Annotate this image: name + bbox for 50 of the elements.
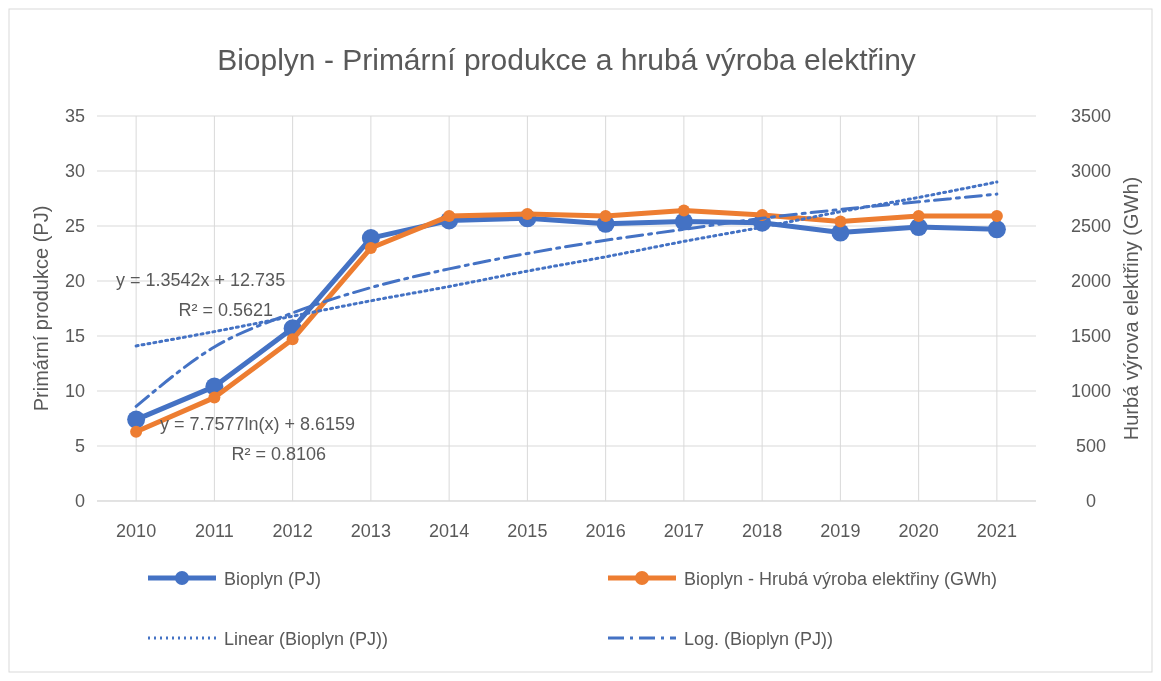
x-tick-label: 2010	[116, 521, 157, 541]
y-tick-label: 25	[64, 216, 85, 236]
legend-label: Bioplyn (PJ)	[224, 569, 322, 589]
y2-tick-label: 2000	[1070, 271, 1112, 291]
point	[127, 410, 146, 429]
point	[286, 333, 299, 346]
point	[443, 210, 456, 223]
point	[599, 210, 612, 223]
x-tick-label: 2015	[507, 521, 548, 541]
legend-label: Linear (Bioplyn (PJ))	[224, 629, 389, 649]
y2-tick-label: 1500	[1070, 326, 1112, 346]
point	[834, 215, 847, 228]
annotation: R² = 0.5621	[178, 300, 273, 320]
y-tick-label: 0	[74, 491, 85, 511]
y-tick-label: 30	[64, 161, 85, 181]
y-tick-label: 10	[64, 381, 85, 401]
y2-tick-label: 500	[1075, 436, 1107, 456]
y2-tick-label: 0	[1085, 491, 1097, 511]
point	[990, 210, 1003, 223]
x-tick-label: 2012	[272, 521, 313, 541]
x-tick-label: 2018	[742, 521, 783, 541]
point	[130, 425, 143, 438]
point	[364, 242, 377, 254]
y-tick-label: 20	[64, 271, 85, 291]
legend-label: Bioplyn - Hrubá výroba elektřiny (GWh)	[684, 569, 998, 589]
legend-label: Log. (Bioplyn (PJ))	[684, 629, 834, 649]
x-tick-label: 2020	[898, 521, 939, 541]
annotation: y = 1.3542x + 12.735	[116, 270, 286, 290]
point	[912, 210, 925, 223]
y2-axis-title: Hurbá výrova elektřiny (GWh)	[1120, 176, 1142, 441]
y-tick-label: 35	[64, 106, 85, 126]
annotation: R² = 0.8106	[231, 444, 326, 464]
point	[987, 220, 1006, 239]
point	[208, 391, 221, 404]
x-tick-label: 2011	[195, 521, 234, 541]
x-tick-label: 2021	[976, 521, 1017, 541]
y-tick-label: 5	[74, 436, 85, 456]
y2-tick-label: 3000	[1070, 161, 1112, 181]
y-tick-label: 15	[64, 326, 85, 346]
x-tick-label: 2016	[585, 521, 626, 541]
x-tick-label: 2014	[429, 521, 470, 541]
y2-tick-label: 1000	[1070, 381, 1112, 401]
x-tick-label: 2013	[350, 521, 391, 541]
point	[677, 204, 690, 217]
x-tick-label: 2017	[663, 521, 704, 541]
y-axis-title: Primární produkce (PJ)	[30, 205, 52, 412]
x-tick-label: 2019	[820, 521, 861, 541]
y2-tick-label: 3500	[1070, 106, 1112, 126]
chart-title: Bioplyn - Primární produkce a hrubá výroba elektřiny	[217, 43, 916, 76]
y2-tick-label: 2500	[1070, 216, 1112, 236]
